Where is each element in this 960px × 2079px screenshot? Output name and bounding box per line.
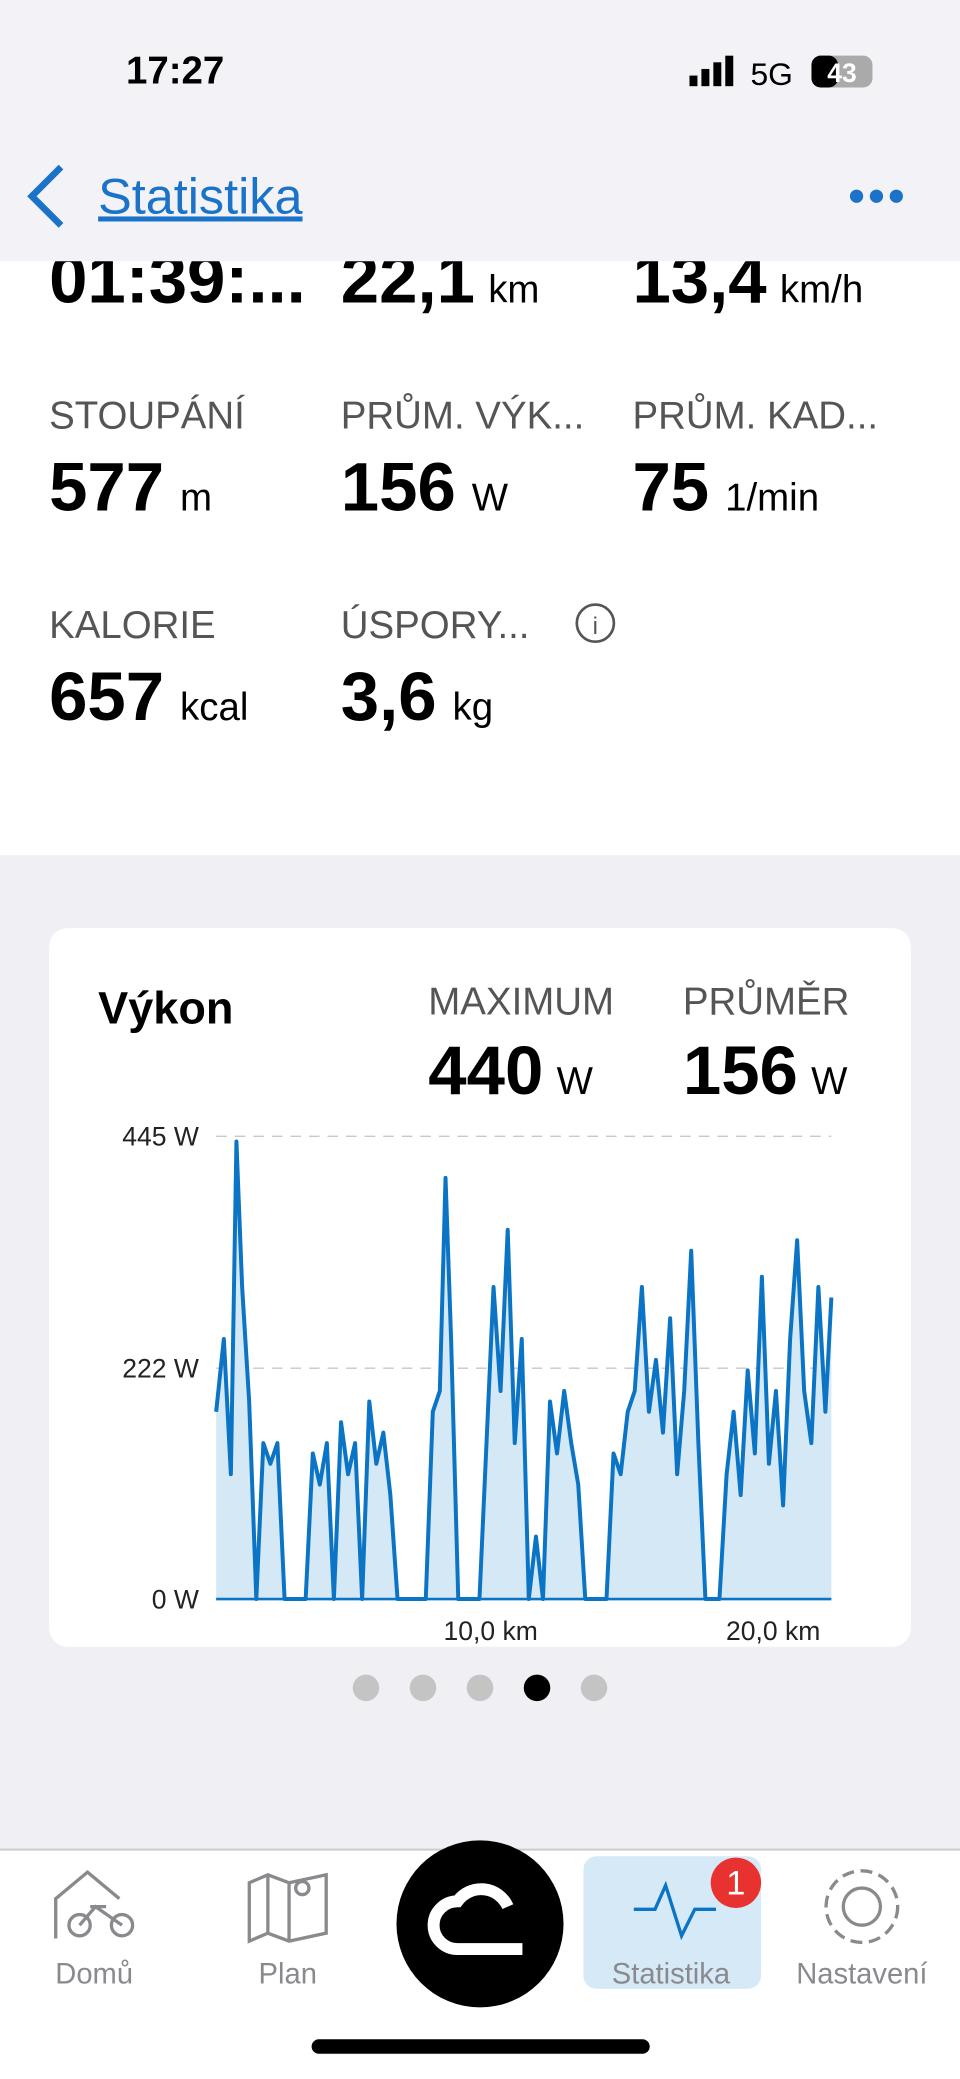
top-bar bbox=[0, 0, 960, 262]
value: 577 bbox=[49, 448, 164, 525]
unit: km bbox=[488, 268, 539, 311]
value: 01:39:... bbox=[49, 240, 306, 317]
summary-label: PRŮMĚR bbox=[683, 978, 850, 1023]
value: 3,6 bbox=[341, 658, 437, 735]
stat-label: STOUPÁNÍ bbox=[49, 394, 245, 437]
chart: 0 W 222 W 445 W 10,0 km 20,0 km bbox=[122, 1122, 834, 1646]
signal bbox=[689, 55, 734, 87]
tab-label[interactable]: Nastavení bbox=[796, 1959, 927, 1991]
unit: W bbox=[472, 476, 509, 519]
card-title: Výkon bbox=[98, 983, 233, 1034]
x-tick-label: 20,0 km bbox=[726, 1616, 820, 1646]
battery-text: 43 bbox=[827, 58, 856, 88]
badge bbox=[710, 1857, 762, 1908]
stat-value: 577 m bbox=[49, 448, 212, 525]
record-button[interactable] bbox=[396, 1840, 564, 2008]
value: 156 bbox=[683, 1032, 798, 1109]
summary-label: MAXIMUM bbox=[428, 980, 614, 1023]
stat-value: 657 kcal bbox=[49, 658, 248, 735]
stat-label: KALORIE bbox=[49, 604, 216, 647]
tabs: Domů Plan Statistika Nastavení bbox=[55, 1959, 927, 1991]
unit: kcal bbox=[180, 686, 248, 729]
y-tick-label: 222 W bbox=[122, 1353, 199, 1383]
summary-value: 440 W bbox=[428, 1032, 593, 1109]
value: 440 bbox=[428, 1032, 543, 1109]
page-dots bbox=[352, 1674, 608, 1702]
stat-label: ÚSPORY... bbox=[341, 604, 530, 647]
stat-value: 156 W bbox=[341, 448, 509, 525]
tab-label[interactable]: Statistika bbox=[612, 1959, 731, 1991]
back-button[interactable] bbox=[27, 164, 64, 228]
stat-label: PRŮM. KAD... bbox=[632, 392, 878, 437]
stat-value: 22,1 km bbox=[341, 240, 540, 317]
stat-label: PRŮM. VÝK... bbox=[341, 392, 584, 437]
status-network: 5G bbox=[750, 56, 792, 92]
record-glyph bbox=[427, 1883, 523, 1956]
unit: kg bbox=[453, 686, 494, 729]
battery-level bbox=[811, 55, 838, 88]
unit: 1/min bbox=[725, 476, 819, 519]
tab-label[interactable]: Domů bbox=[55, 1959, 133, 1991]
home-indicator bbox=[311, 2039, 650, 2054]
value: 657 bbox=[49, 658, 164, 735]
stat-value: 3,6 kg bbox=[341, 658, 493, 735]
stat-value: 13,4 km/h bbox=[632, 240, 863, 317]
top-row: 01:39:... 22,1 km 13,4 km/h bbox=[49, 240, 863, 317]
header-title[interactable]: Statistika bbox=[98, 167, 303, 224]
value: 75 bbox=[632, 448, 709, 525]
more-button[interactable] bbox=[849, 189, 903, 203]
info-glyph: i bbox=[593, 613, 598, 640]
summary: MAXIMUM 440 W PRŮMĚR 156 W bbox=[428, 978, 849, 1109]
value: 13,4 bbox=[632, 240, 766, 317]
stats: STOUPÁNÍ 577 m PRŮM. VÝK... 156 W PRŮM. KAD...… bbox=[49, 392, 878, 735]
unit: W bbox=[811, 1060, 848, 1103]
unit: m bbox=[180, 476, 212, 519]
summary-value: 156 W bbox=[683, 1032, 848, 1109]
tab-label[interactable]: Plan bbox=[259, 1959, 317, 1991]
stat-value: 75 1/min bbox=[632, 448, 819, 525]
y-tick-label: 0 W bbox=[152, 1584, 199, 1614]
badge-text: 1 bbox=[726, 1865, 745, 1903]
value: 156 bbox=[341, 448, 456, 525]
unit: W bbox=[557, 1060, 594, 1103]
y-tick-label: 445 W bbox=[122, 1122, 199, 1152]
status-time: 17:27 bbox=[126, 50, 224, 93]
power-line bbox=[214, 1139, 834, 1602]
unit: km/h bbox=[780, 268, 863, 311]
stat-value: 01:39:... bbox=[49, 240, 306, 317]
area-fill bbox=[216, 1141, 832, 1600]
value: 22,1 bbox=[341, 240, 475, 317]
info-icon[interactable] bbox=[575, 603, 616, 644]
x-tick-label: 10,0 km bbox=[444, 1616, 538, 1646]
tab-icons bbox=[54, 1869, 900, 1945]
